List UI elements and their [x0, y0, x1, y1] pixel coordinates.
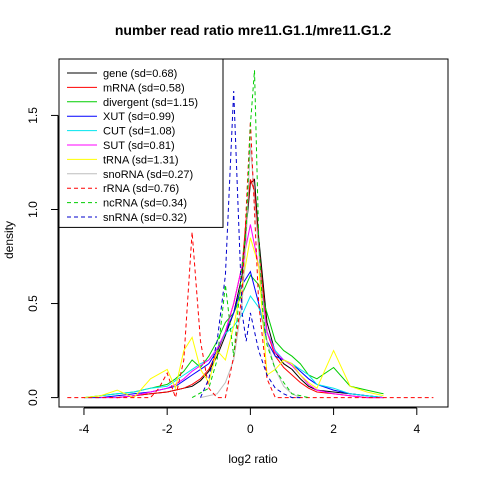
- series-line-4: [83, 295, 384, 399]
- y-axis: 0.0 0.5 1.0 1.5: [26, 107, 59, 406]
- y-axis-label: density: [2, 221, 16, 259]
- y-tick-label: 1.0: [26, 201, 40, 218]
- series-lines: [67, 70, 434, 400]
- legend-label: CUT (sd=1.08): [103, 126, 175, 138]
- legend-label: SUT (sd=0.81): [103, 140, 175, 152]
- x-axis: -4 -2 0 2 4: [79, 407, 420, 436]
- series-line-10: [200, 90, 301, 399]
- legend-label: snoRNA (sd=0.27): [103, 169, 193, 181]
- x-tick-label: 2: [330, 422, 337, 436]
- x-tick-label: -2: [162, 422, 173, 436]
- x-tick-label: 4: [413, 422, 420, 436]
- legend-label: divergent (sd=1.15): [103, 97, 198, 109]
- legend: gene (sd=0.68) mRNA (sd=0.58) divergent (s…: [58, 58, 224, 228]
- legend-label: tRNA (sd=1.31): [103, 154, 179, 166]
- legend-label: mRNA (sd=0.58): [103, 82, 185, 94]
- legend-label: rRNA (sd=0.76): [103, 183, 179, 195]
- chart-title: number read ratio mre11.G1.1/mre11.G1.2: [115, 22, 391, 38]
- y-tick-label: 0.5: [26, 295, 40, 312]
- series-line-3: [84, 270, 384, 399]
- y-tick-label: 1.5: [26, 107, 40, 124]
- series-line-2: [83, 274, 384, 399]
- legend-label: ncRNA (sd=0.34): [103, 198, 187, 210]
- x-tick-label: 0: [247, 422, 254, 436]
- plot-area: [58, 58, 449, 408]
- legend-label: gene (sd=0.68): [103, 68, 177, 80]
- y-tick-label: 0.0: [26, 389, 40, 406]
- series-line-7: [200, 143, 301, 399]
- series-line-8: [67, 121, 434, 400]
- legend-label: XUT (sd=0.99): [103, 111, 175, 123]
- x-axis-label: log2 ratio: [228, 452, 278, 466]
- x-tick-label: -4: [79, 422, 90, 436]
- series-line-9: [191, 70, 309, 399]
- series-line-5: [100, 224, 384, 399]
- series-line-6: [83, 237, 384, 399]
- plot-frame: [58, 58, 449, 408]
- legend-label: snRNA (sd=0.32): [103, 212, 187, 224]
